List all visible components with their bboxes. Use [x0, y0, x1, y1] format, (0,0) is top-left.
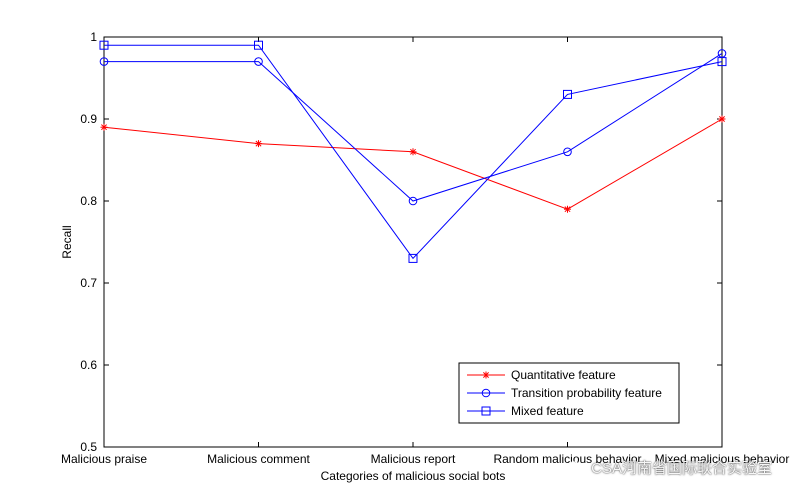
y-tick-label: 1 [90, 30, 97, 44]
x-tick-label: Random malicious behavior [493, 452, 641, 466]
data-point [99, 40, 109, 50]
series-square [99, 40, 727, 263]
x-tick-label: Mixed malicious behavior [655, 452, 790, 466]
x-tick-label: Malicious praise [61, 452, 147, 466]
data-point [408, 253, 418, 263]
series-line [104, 44, 723, 260]
x-axis: Malicious praise Malicious comment Malicio… [61, 37, 789, 466]
watermark-text: CSA河南省国际联合实验室 [591, 460, 772, 477]
data-point [254, 40, 263, 50]
data-point [408, 196, 418, 206]
x-tick-label: Malicious report [371, 452, 456, 466]
legend-item: Mixed feature [467, 404, 584, 418]
wechat-icon [567, 460, 585, 474]
data-point [100, 123, 108, 131]
data-point [717, 57, 727, 67]
data-point [255, 140, 262, 148]
data-point [563, 147, 572, 157]
x-axis-title: Categories of malicious social bots [321, 469, 506, 483]
legend-label: Quantitative feature [511, 368, 616, 382]
data-point [99, 57, 109, 66]
y-axis: 0.5 0.6 0.7 0.8 0.9 1 [80, 30, 722, 454]
legend-marker [481, 388, 491, 398]
series-line [104, 52, 723, 202]
y-tick-label: 0.6 [80, 358, 97, 372]
data-point [409, 148, 417, 156]
y-tick-label: 0.7 [80, 276, 97, 290]
watermark: CSA河南省国际联合实验室 [567, 457, 772, 478]
data-point [564, 205, 571, 213]
y-tick-label: 0.5 [80, 440, 97, 454]
series-layer [99, 40, 727, 263]
series-star [100, 115, 726, 213]
data-point [718, 115, 726, 123]
legend-box [458, 362, 680, 424]
legend: Quantitative feature Transition probabili… [458, 362, 680, 424]
legend-label: Transition probability feature [511, 386, 662, 400]
y-tick-label: 0.9 [80, 112, 97, 126]
legend-item: Quantitative feature [467, 368, 616, 382]
x-tick-label: Malicious comment [207, 452, 310, 466]
y-tick-label: 0.8 [80, 194, 97, 208]
y-axis-title: Recall [60, 225, 74, 258]
legend-label: Mixed feature [511, 404, 584, 418]
legend-item: Transition probability feature [467, 386, 662, 400]
data-point [563, 89, 572, 99]
legend-marker [482, 371, 490, 379]
series-circle [99, 49, 727, 206]
data-point [254, 57, 263, 66]
legend-marker [481, 406, 491, 416]
